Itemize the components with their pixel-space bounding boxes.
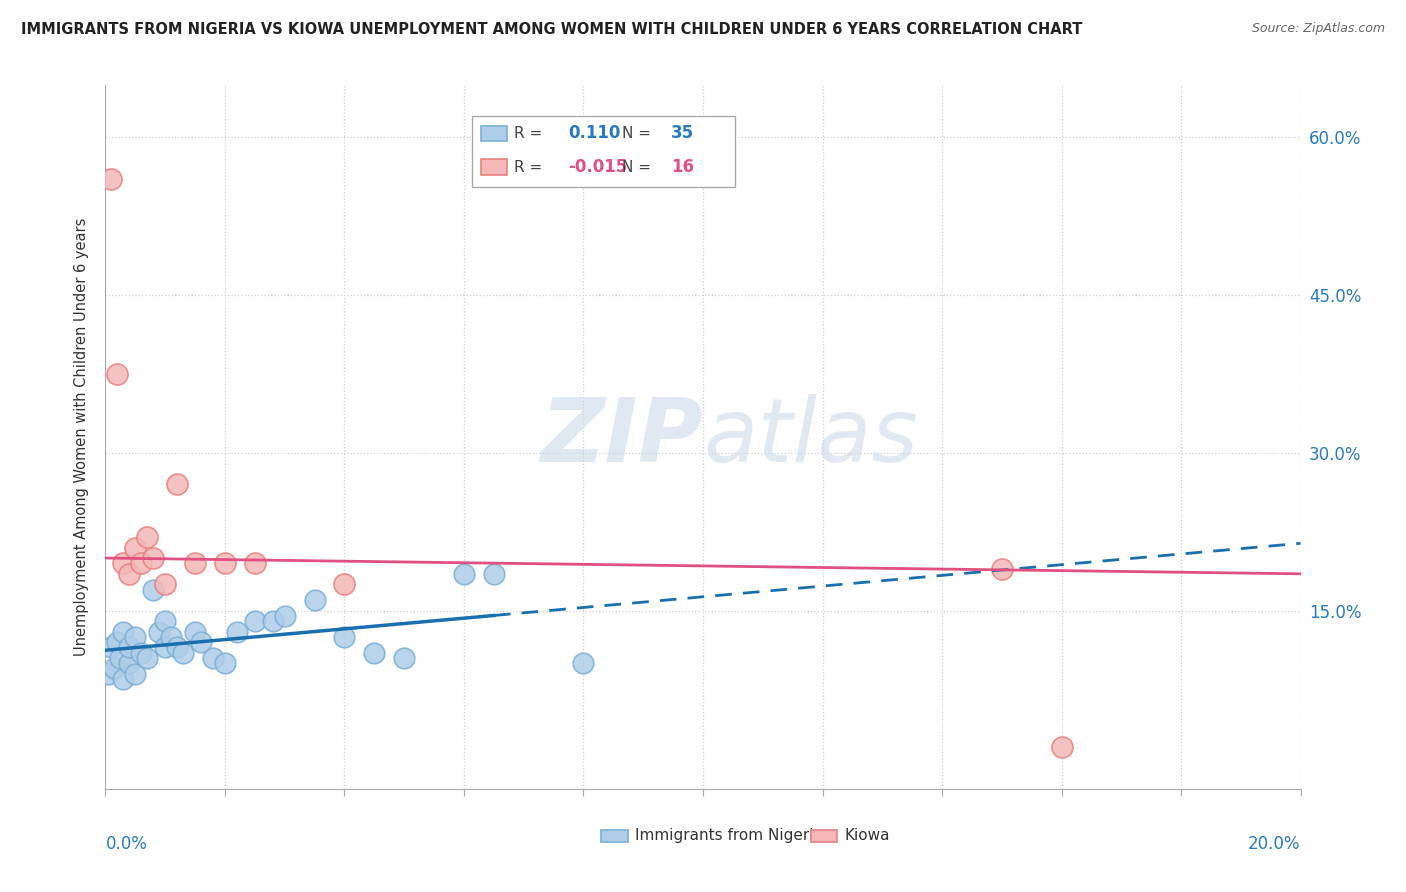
Text: Kiowa: Kiowa [844, 828, 890, 843]
Point [142, 582, 165, 597]
Point [107, 367, 129, 381]
Text: Immigrants from Nigeria: Immigrants from Nigeria [636, 828, 823, 843]
Point [124, 666, 146, 681]
Point [112, 672, 135, 686]
Point [160, 630, 183, 644]
Point [124, 541, 146, 555]
Text: 35: 35 [671, 124, 693, 143]
Point [184, 624, 207, 639]
Point [1050, 740, 1073, 755]
Point [103, 661, 125, 675]
Point [453, 566, 475, 581]
Point [214, 556, 236, 570]
FancyBboxPatch shape [472, 117, 735, 187]
Point [363, 646, 385, 660]
Point [225, 624, 249, 639]
Point [112, 556, 135, 570]
Point [262, 614, 284, 628]
Point [333, 577, 356, 591]
Text: ZIP: ZIP [540, 393, 703, 481]
Point [129, 556, 153, 570]
Point [482, 566, 505, 581]
Point [148, 624, 170, 639]
Text: 0.0%: 0.0% [105, 835, 148, 854]
FancyBboxPatch shape [481, 160, 508, 175]
Point [142, 551, 165, 566]
Point [155, 577, 177, 591]
Point [243, 614, 266, 628]
Point [304, 593, 326, 607]
Text: Source: ZipAtlas.com: Source: ZipAtlas.com [1251, 22, 1385, 36]
Point [333, 630, 356, 644]
Point [124, 630, 146, 644]
Text: 0.110: 0.110 [568, 124, 620, 143]
Text: R =: R = [515, 126, 547, 141]
Point [214, 657, 236, 671]
Point [243, 556, 266, 570]
FancyBboxPatch shape [602, 830, 627, 842]
Point [118, 657, 141, 671]
FancyBboxPatch shape [810, 830, 837, 842]
Point [572, 657, 595, 671]
Point [100, 172, 122, 186]
Point [118, 566, 141, 581]
Point [136, 530, 159, 544]
Text: atlas: atlas [703, 394, 918, 480]
Text: N =: N = [621, 160, 655, 175]
Point [273, 608, 295, 623]
Text: 16: 16 [671, 158, 693, 177]
Point [100, 640, 122, 655]
Point [166, 640, 188, 655]
Point [166, 477, 188, 491]
Point [155, 614, 177, 628]
Point [110, 651, 132, 665]
Text: R =: R = [515, 160, 547, 175]
Point [394, 651, 416, 665]
Point [129, 646, 153, 660]
Text: IMMIGRANTS FROM NIGERIA VS KIOWA UNEMPLOYMENT AMONG WOMEN WITH CHILDREN UNDER 6 : IMMIGRANTS FROM NIGERIA VS KIOWA UNEMPLO… [21, 22, 1083, 37]
Point [990, 561, 1012, 575]
Point [202, 651, 225, 665]
Point [136, 651, 159, 665]
Point [118, 640, 141, 655]
FancyBboxPatch shape [481, 126, 508, 141]
Text: -0.015: -0.015 [568, 158, 627, 177]
Point [155, 640, 177, 655]
Point [97, 666, 120, 681]
Point [184, 556, 207, 570]
Point [112, 624, 135, 639]
Y-axis label: Unemployment Among Women with Children Under 6 years: Unemployment Among Women with Children U… [75, 218, 90, 657]
Point [190, 635, 212, 649]
Point [107, 635, 129, 649]
Point [172, 646, 194, 660]
Text: 20.0%: 20.0% [1249, 835, 1301, 854]
Text: N =: N = [621, 126, 655, 141]
